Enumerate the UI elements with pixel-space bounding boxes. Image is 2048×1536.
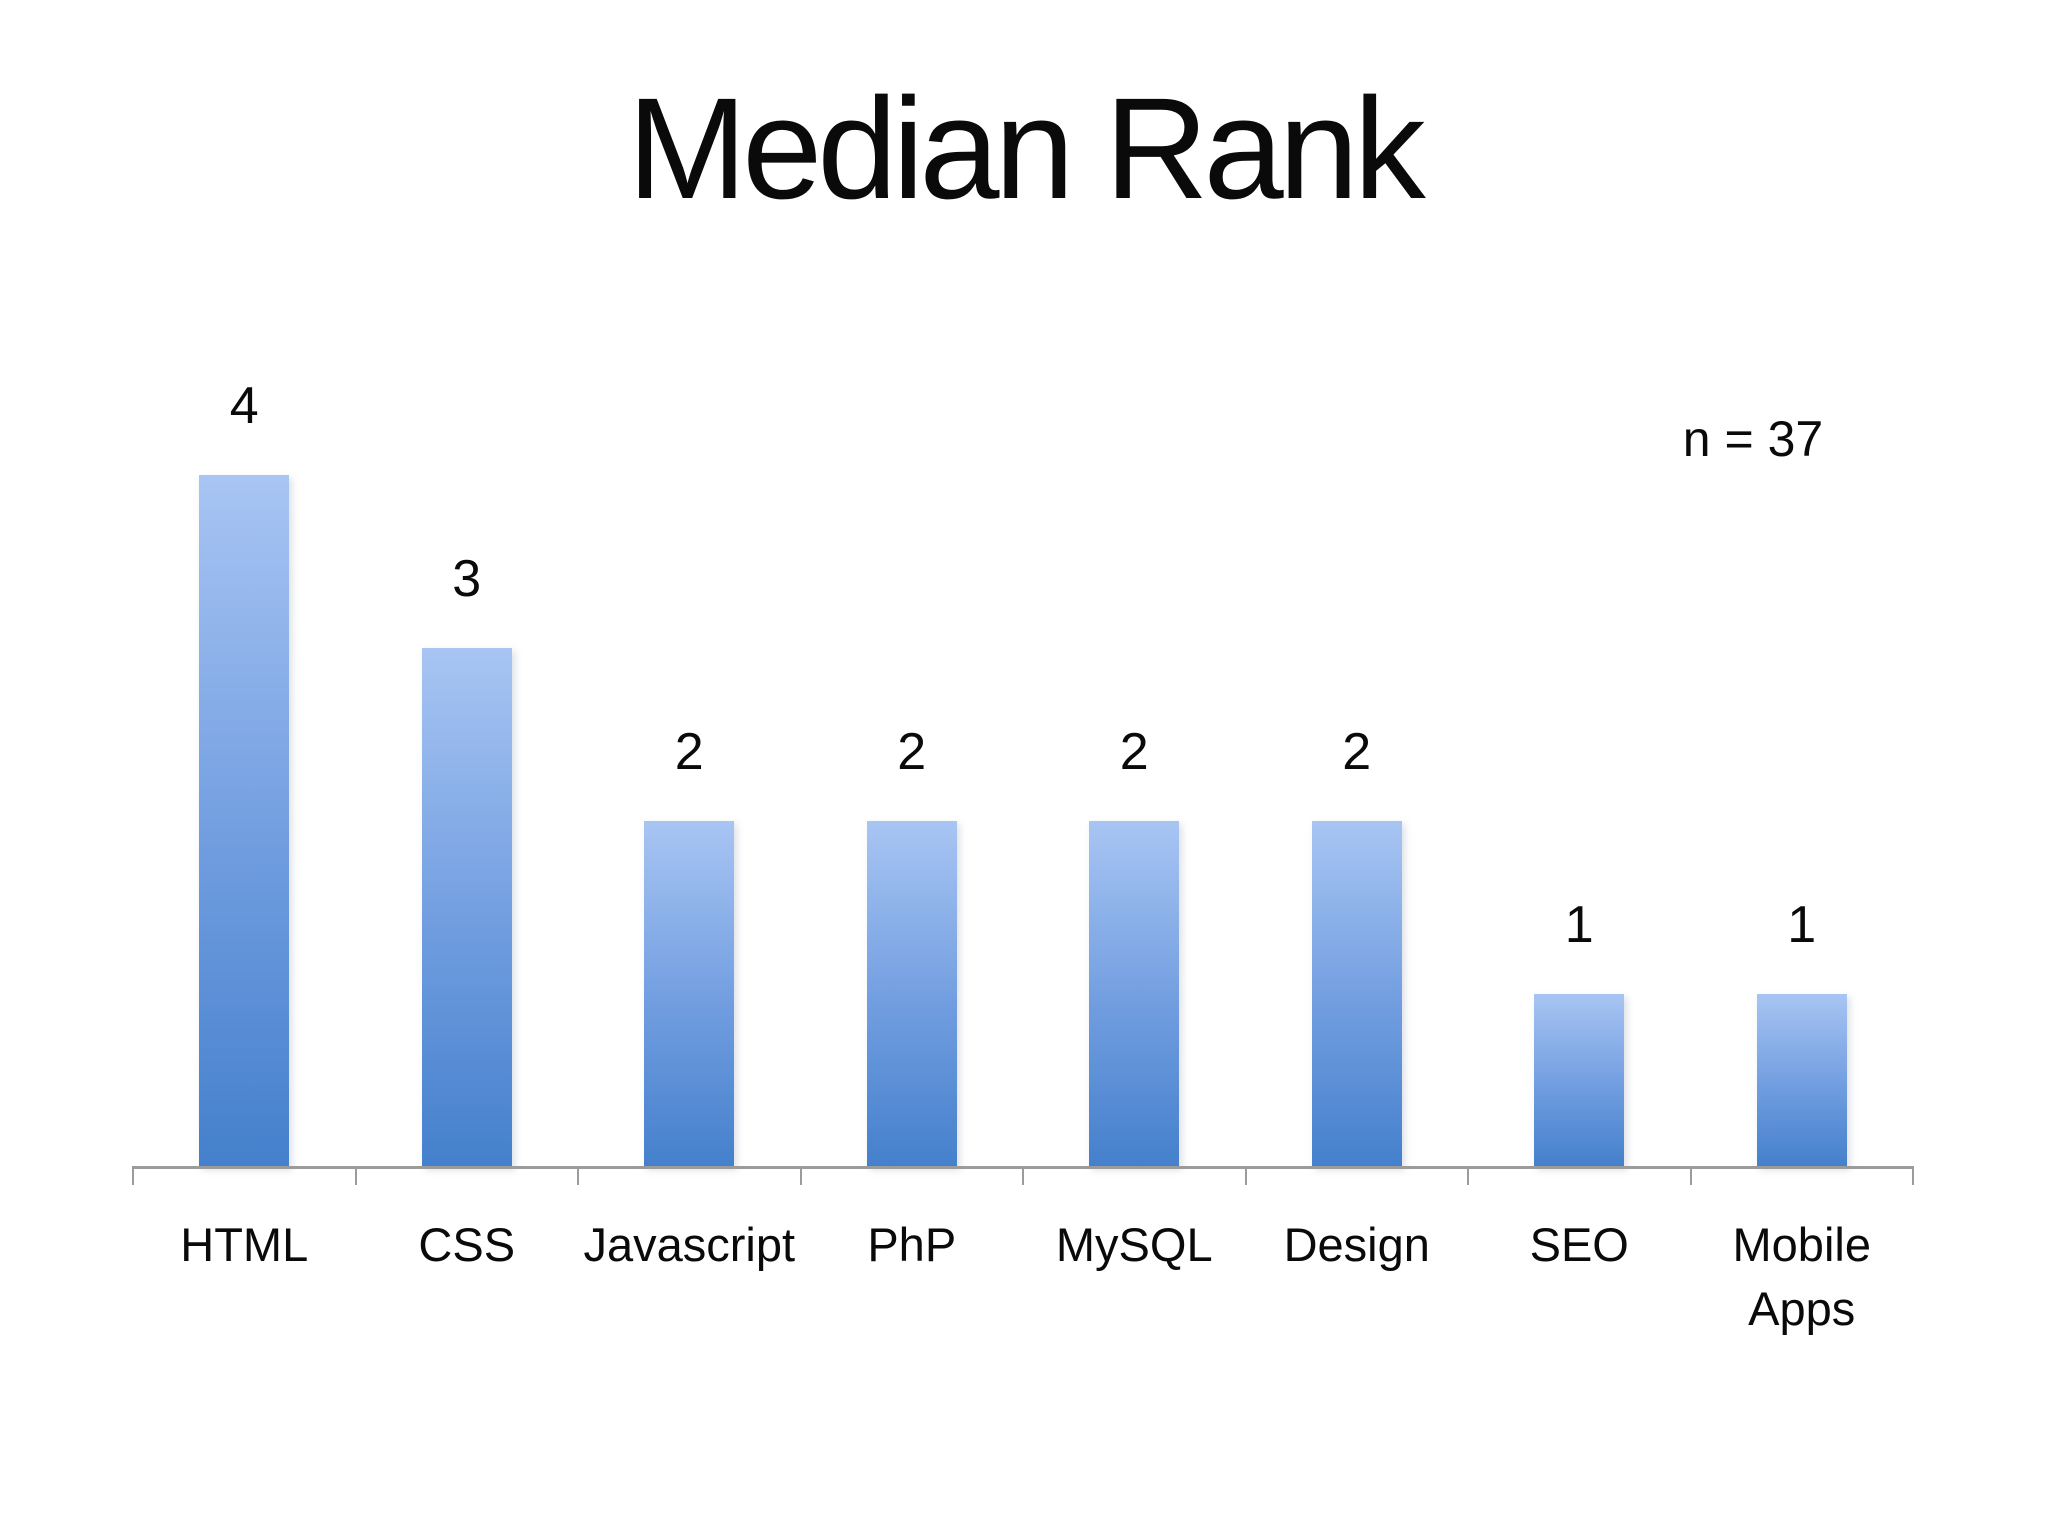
x-axis-tick	[1244, 1166, 1247, 1185]
bar-value-label: 2	[1342, 723, 1372, 781]
sample-size-annotation: n = 37	[1682, 411, 1824, 467]
bar-php	[866, 821, 957, 1167]
x-axis-tick	[1912, 1166, 1914, 1185]
bar-design	[1311, 821, 1402, 1167]
x-axis-tick	[1689, 1166, 1692, 1185]
bar-value-label: 1	[1564, 896, 1594, 954]
x-axis-tick	[577, 1166, 579, 1185]
x-axis-tick	[1467, 1166, 1469, 1185]
bar-value-label: 2	[897, 723, 927, 781]
x-axis-tick	[132, 1166, 134, 1185]
bar-javascript	[644, 821, 735, 1167]
bar-value-label: 4	[229, 377, 259, 435]
category-label-javascript: Javascript	[583, 1218, 796, 1271]
bar-html	[199, 475, 290, 1167]
category-label-mobile-apps: Mobile Apps	[1732, 1218, 1871, 1335]
chart-title: Median Rank	[627, 68, 1425, 229]
bar-value-label: 3	[452, 550, 482, 608]
category-label-html: HTML	[180, 1218, 309, 1271]
bar-mysql	[1089, 821, 1180, 1167]
category-label-php: PhP	[867, 1218, 957, 1271]
category-label-mysql: MySQL	[1055, 1218, 1213, 1271]
bar-value-label: 2	[1119, 723, 1149, 781]
category-label-seo: SEO	[1529, 1218, 1629, 1271]
x-axis-tick	[354, 1166, 357, 1185]
x-axis-tick	[799, 1166, 802, 1185]
bar-mobile-apps	[1756, 994, 1847, 1167]
category-label-design: Design	[1283, 1218, 1430, 1271]
bar-value-label: 1	[1787, 896, 1817, 954]
bar-seo	[1534, 994, 1625, 1167]
bar-value-label: 2	[674, 723, 704, 781]
bar-css	[421, 648, 512, 1167]
category-label-css: CSS	[418, 1218, 516, 1271]
x-axis-tick	[1022, 1166, 1024, 1185]
